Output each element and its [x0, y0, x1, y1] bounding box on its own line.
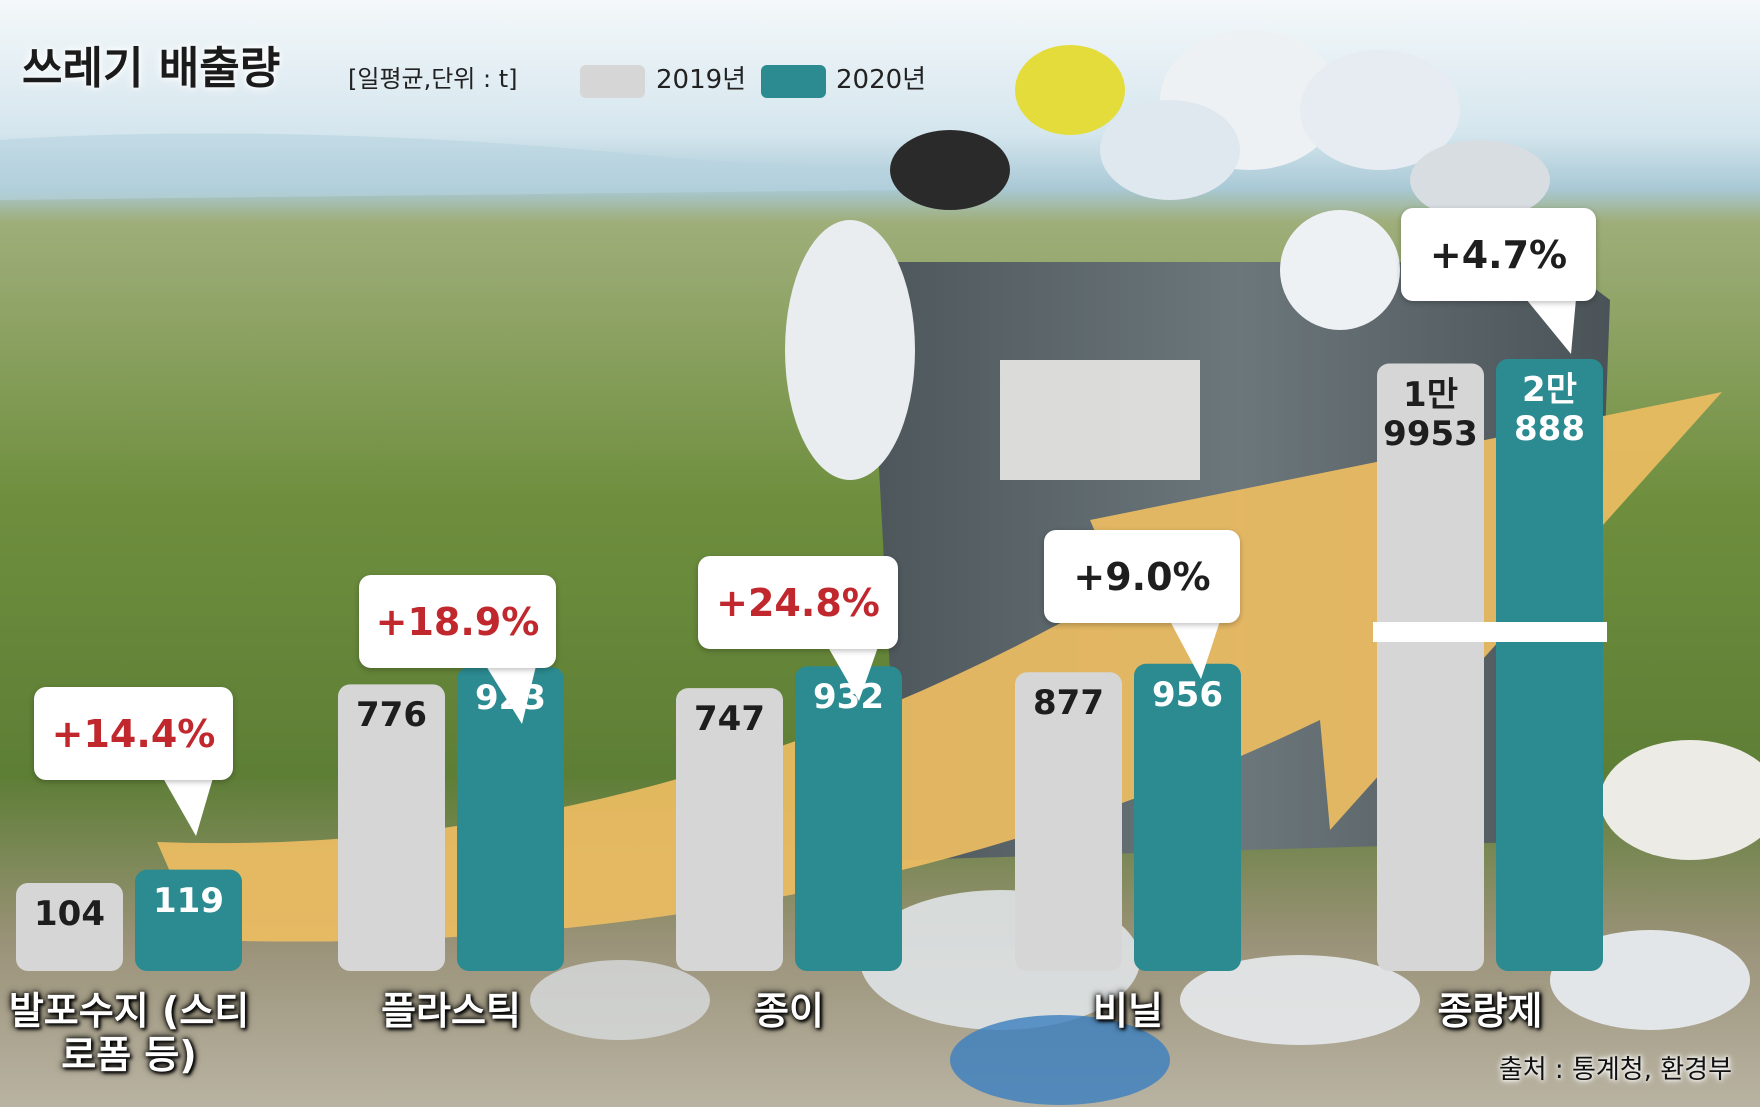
- bar: [1496, 359, 1603, 971]
- source-note: 출처 : 통계청, 환경부: [1499, 1056, 1732, 1086]
- x-tick-label: 종량제: [1360, 990, 1620, 1034]
- chart: [0, 0, 1760, 1107]
- value-label: 776: [338, 696, 445, 735]
- axis-break: [1373, 622, 1607, 642]
- value-label: 1만 9953: [1377, 376, 1484, 454]
- annotation: +18.9%: [359, 575, 556, 668]
- x-tick-label: 플라스틱: [321, 990, 581, 1034]
- legend-swatch: [761, 65, 826, 98]
- legend-label: 2019년: [656, 66, 746, 96]
- annotation: +14.4%: [34, 687, 233, 780]
- value-label: 956: [1134, 676, 1241, 715]
- annotation: +4.7%: [1401, 208, 1596, 301]
- annotation: +24.8%: [698, 556, 898, 649]
- value-label: 932: [795, 678, 902, 717]
- x-tick-label: 발포수지 (스티로폼 등): [0, 990, 259, 1077]
- infographic: 쓰레기 배출량 [일평균,단위 : t] 2019년 2020년 출처 : 통계…: [0, 0, 1760, 1107]
- value-label: 104: [16, 895, 123, 934]
- value-label: 923: [457, 679, 564, 718]
- chart-title: 쓰레기 배출량: [22, 44, 280, 95]
- annotation: +9.0%: [1044, 530, 1240, 623]
- bar: [1377, 364, 1484, 971]
- legend-label: 2020년: [836, 66, 926, 96]
- value-label: 747: [676, 700, 783, 739]
- value-label: 877: [1015, 684, 1122, 723]
- chart-subtitle: [일평균,단위 : t]: [348, 66, 518, 94]
- legend-swatch: [580, 65, 645, 98]
- value-label: 2만 888: [1496, 371, 1603, 449]
- value-label: 119: [135, 882, 242, 921]
- x-tick-label: 비닐: [998, 990, 1258, 1034]
- x-tick-label: 종이: [659, 990, 919, 1034]
